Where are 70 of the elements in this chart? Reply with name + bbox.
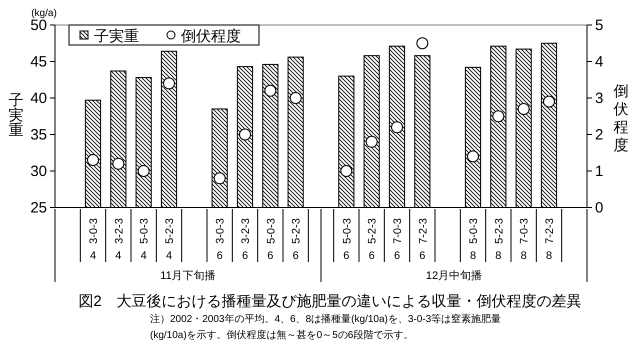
y-tick-label: 35 <box>30 126 47 144</box>
text: 8 <box>546 250 552 262</box>
point <box>492 110 504 122</box>
y2-tick-label: 0 <box>595 200 604 216</box>
text: 8 <box>495 250 502 262</box>
point <box>416 37 428 50</box>
text: 6 <box>419 250 426 262</box>
text: 6 <box>242 250 248 262</box>
y2-tick-label: 5 <box>595 17 604 34</box>
y2-tick-label: 2 <box>595 126 604 144</box>
text: 6 <box>292 250 299 262</box>
point <box>214 172 226 184</box>
x-tick-label: 3-2-3 <box>240 218 252 244</box>
text: 図2 大豆後における播種量及び施肥量の違いによる収量・倒伏程度の差異 <box>78 293 582 310</box>
point <box>163 77 175 90</box>
y2-tick-label: 1 <box>595 163 604 180</box>
x-tick-label: 5-2-3 <box>366 218 379 244</box>
text: 4 <box>115 250 122 262</box>
x-tick-label: 7-0-3 <box>518 218 531 244</box>
point <box>391 121 403 134</box>
x-tick-label: 5-0-3 <box>341 218 354 244</box>
x-tick-label: 5-0-3 <box>265 218 278 244</box>
x-tick-label: 7-2-3 <box>417 218 430 244</box>
point <box>112 158 124 170</box>
y-tick-label: 30 <box>30 163 47 180</box>
x-tick-label: 7-2-3 <box>544 218 556 244</box>
point <box>138 165 150 177</box>
text: 4 <box>166 250 172 262</box>
x-tick-label: 5-2-3 <box>493 218 506 244</box>
text: 4 <box>140 250 147 262</box>
text: 8 <box>470 250 476 262</box>
text: (kg/a) <box>31 8 57 19</box>
legend-label: 倒伏程度 <box>181 28 241 45</box>
y-tick-label: 40 <box>30 90 47 107</box>
point <box>467 150 479 162</box>
text: 注）2002・2003年の平均。4、6、8は播種量(kg/10a)を、3-0-3等は窒素施肥量 <box>150 313 502 325</box>
x-tick-label: 7-0-3 <box>392 218 404 244</box>
point <box>87 154 99 166</box>
y2-tick-label: 4 <box>595 54 604 70</box>
x-tick-label: 5-0-3 <box>468 218 480 244</box>
x-tick-label: 5-2-3 <box>164 218 176 244</box>
x-tick-label: 3-0-3 <box>214 218 227 244</box>
text: 11月下旬播 <box>160 270 216 282</box>
point <box>518 102 530 115</box>
x-tick-label: 5-0-3 <box>138 218 151 244</box>
text: 6 <box>267 250 274 262</box>
vertical-label: 子実重 <box>8 92 24 139</box>
text: 8 <box>520 250 527 262</box>
y-tick-label: 25 <box>30 200 47 216</box>
x-tick-label: 3-2-3 <box>113 218 126 244</box>
text: 12月中旬播 <box>426 269 482 282</box>
legend-label: 子実重 <box>94 28 139 45</box>
point <box>543 96 555 108</box>
point <box>290 92 302 104</box>
point <box>264 84 276 97</box>
y-tick-label: 45 <box>30 54 47 70</box>
point <box>340 165 352 177</box>
y2-tick-label: 3 <box>595 90 604 107</box>
text: (kg/10a)を示す。倒伏程度は無～甚を0～5の6段階で示す。 <box>150 329 414 341</box>
text: 6 <box>216 250 223 262</box>
x-tick-label: 5-2-3 <box>290 218 303 244</box>
x-tick-label: 3-0-3 <box>88 218 100 244</box>
vertical-label: 倒伏程度 <box>614 83 628 154</box>
text: 6 <box>394 250 400 262</box>
point <box>366 136 378 148</box>
text: 6 <box>343 250 350 262</box>
text: 6 <box>368 250 375 262</box>
text: 4 <box>90 250 96 262</box>
y-tick-label: 50 <box>30 17 47 34</box>
point <box>239 128 251 140</box>
